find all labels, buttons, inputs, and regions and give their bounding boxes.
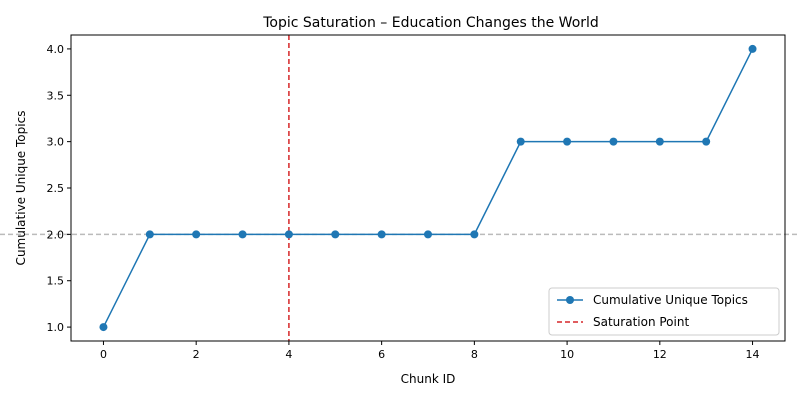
data-point [145, 230, 154, 239]
y-tick-label: 3.0 [47, 136, 65, 149]
y-tick-label: 4.0 [47, 43, 65, 56]
data-point [99, 323, 108, 332]
x-tick-label: 12 [653, 348, 667, 361]
data-point [516, 137, 525, 146]
data-point [748, 44, 757, 53]
x-tick-label: 4 [285, 348, 292, 361]
legend: Cumulative Unique Topics Saturation Poin… [548, 287, 780, 336]
y-axis-label: Cumulative Unique Topics [14, 111, 28, 266]
series-line [102, 48, 754, 328]
x-tick-label: 14 [746, 348, 760, 361]
data-point [609, 137, 618, 146]
x-tick-label: 8 [471, 348, 478, 361]
x-tick-label: 10 [560, 348, 574, 361]
data-point [238, 230, 247, 239]
y-tick-label: 1.0 [47, 321, 65, 334]
legend-series-marker [566, 296, 574, 304]
chart-title: Topic Saturation – Education Changes the… [262, 15, 599, 31]
y-tick-label: 1.5 [47, 275, 65, 288]
legend-saturation-label: Saturation Point [593, 315, 689, 329]
legend-series-label: Cumulative Unique Topics [593, 293, 748, 307]
y-tick-label: 2.0 [47, 228, 65, 241]
y-axis: 1.0 1.5 2.0 2.5 3.0 3.5 4.0 [47, 43, 71, 334]
series-layer [99, 44, 757, 332]
legend-box [548, 287, 780, 336]
x-axis-label: Chunk ID [401, 372, 456, 386]
data-point [284, 230, 293, 239]
data-point [424, 230, 432, 239]
x-tick-label: 6 [378, 348, 385, 361]
x-tick-label: 2 [193, 348, 200, 361]
data-point [192, 230, 201, 239]
x-axis: 0 2 4 6 8 10 12 14 [100, 341, 760, 361]
data-point [377, 230, 386, 239]
data-point [563, 137, 572, 146]
data-point [470, 230, 479, 239]
data-point [655, 137, 664, 146]
data-point [331, 230, 340, 239]
x-tick-label: 0 [100, 348, 107, 361]
y-tick-label: 2.5 [47, 182, 65, 195]
y-tick-label: 3.5 [47, 89, 65, 102]
data-point [702, 137, 711, 146]
